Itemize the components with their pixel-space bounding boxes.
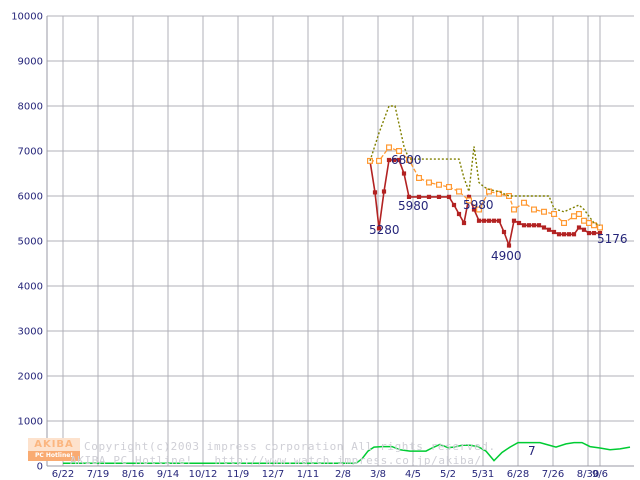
x-axis-tick-labels: 6/22 7/19 8/16 9/14 10/12 11/9 12/7 1/11 2/8 3/8 4… <box>52 469 608 480</box>
x-tick-label: 1/11 <box>297 469 319 480</box>
y-tick-label: 8000 <box>18 102 43 113</box>
series-highest-price <box>369 105 601 226</box>
series-shop-count <box>63 441 631 465</box>
data-point-label: 5280 <box>369 223 400 237</box>
series-lowest-price <box>367 157 603 249</box>
y-tick-label: 6000 <box>18 192 43 203</box>
x-tick-label: 5/31 <box>472 469 494 480</box>
data-point-label: 5176 <box>597 232 628 246</box>
y-tick-label: 3000 <box>18 327 43 338</box>
x-tick-label: 10/12 <box>189 469 218 480</box>
x-tick-label: 9/6 <box>592 469 608 480</box>
x-tick-label: 6/22 <box>52 469 74 480</box>
data-point-label: 5980 <box>398 199 429 213</box>
y-tick-label: 2000 <box>18 372 43 383</box>
grid-layer <box>47 15 634 467</box>
x-tick-label: 5/2 <box>440 469 456 480</box>
x-tick-label: 4/5 <box>405 469 421 480</box>
data-point-label: 4900 <box>491 249 522 263</box>
data-point-label: 7 <box>528 444 536 458</box>
y-tick-label: 4000 <box>18 282 43 293</box>
x-tick-label: 6/28 <box>507 469 529 480</box>
x-tick-label: 7/26 <box>542 469 564 480</box>
data-point-label: 6800 <box>391 153 422 167</box>
x-tick-label: 8/16 <box>122 469 144 480</box>
axis-layer <box>46 16 634 467</box>
x-tick-label: 8/30 <box>577 469 599 480</box>
series-layer <box>63 105 631 465</box>
series-average-price <box>367 144 603 231</box>
y-tick-label: 1000 <box>18 417 43 428</box>
x-tick-label: 9/14 <box>157 469 179 480</box>
x-tick-label: 3/8 <box>370 469 386 480</box>
y-tick-label: 10000 <box>11 12 43 23</box>
y-tick-label: 5000 <box>18 237 43 248</box>
y-tick-label: 9000 <box>18 57 43 68</box>
x-tick-label: 7/19 <box>87 469 109 480</box>
x-tick-label: 12/7 <box>262 469 284 480</box>
data-point-label: 5980 <box>463 198 494 212</box>
y-tick-label: 0 <box>37 462 43 473</box>
x-tick-label: 2/8 <box>335 469 351 480</box>
data-point-labels: 5280 6800 5980 5980 4900 5176 7 <box>369 153 628 458</box>
y-axis-tick-labels: 0 1000 2000 3000 4000 5000 6000 7000 8000 9000 100… <box>11 12 43 473</box>
x-tick-label: 11/9 <box>227 469 249 480</box>
y-tick-label: 7000 <box>18 147 43 158</box>
